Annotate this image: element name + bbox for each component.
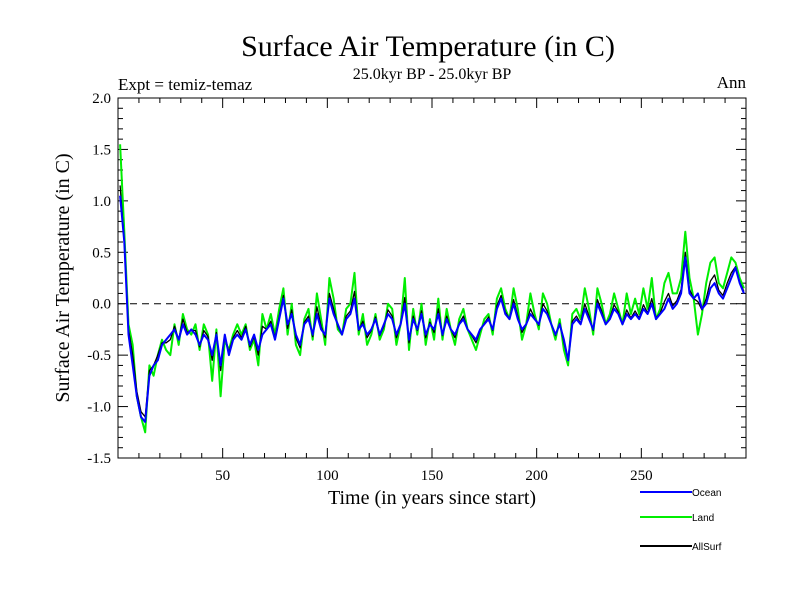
experiment-label: Expt = temiz-temaz [118,75,253,94]
chart-subtitle: 25.0kyr BP - 25.0kyr BP [353,66,512,83]
y-tick-label: 0.0 [92,297,111,313]
y-tick-label: 1.0 [92,194,111,210]
chart-title: Surface Air Temperature (in C) [241,30,615,63]
y-tick-label: 2.0 [92,91,111,107]
legend-label-allsurf: AllSurf [692,542,722,553]
y-axis-label: Surface Air Temperature (in C) [52,153,74,402]
x-tick-label: 250 [630,468,653,484]
plot-frame [117,97,747,459]
legend-label-land: Land [692,513,714,524]
x-tick-label: 200 [525,468,548,484]
series-group [119,144,745,434]
x-axis-label: Time (in years since start) [328,487,536,509]
series-line-ocean [119,195,745,423]
y-tick-label: -1.5 [87,451,111,467]
x-tick-label: 50 [215,468,230,484]
series-line-allsurf [119,185,745,418]
y-tick-label: -1.0 [87,400,111,416]
x-tick-label: 100 [316,468,339,484]
season-label: Ann [717,73,747,92]
legend: Ocean Land AllSurf [640,488,722,553]
x-tick-label: 150 [421,468,444,484]
y-tick-label: 0.5 [92,245,111,261]
axis-ticks: 50 100 150 200 250 -1.5 -1.0 -0.5 0.0 0.5 1.0 1.5 2.… [87,91,746,484]
y-tick-label: 1.5 [92,142,111,158]
y-tick-label: -0.5 [87,348,111,364]
series-line-land [119,144,745,434]
legend-label-ocean: Ocean [692,488,721,499]
